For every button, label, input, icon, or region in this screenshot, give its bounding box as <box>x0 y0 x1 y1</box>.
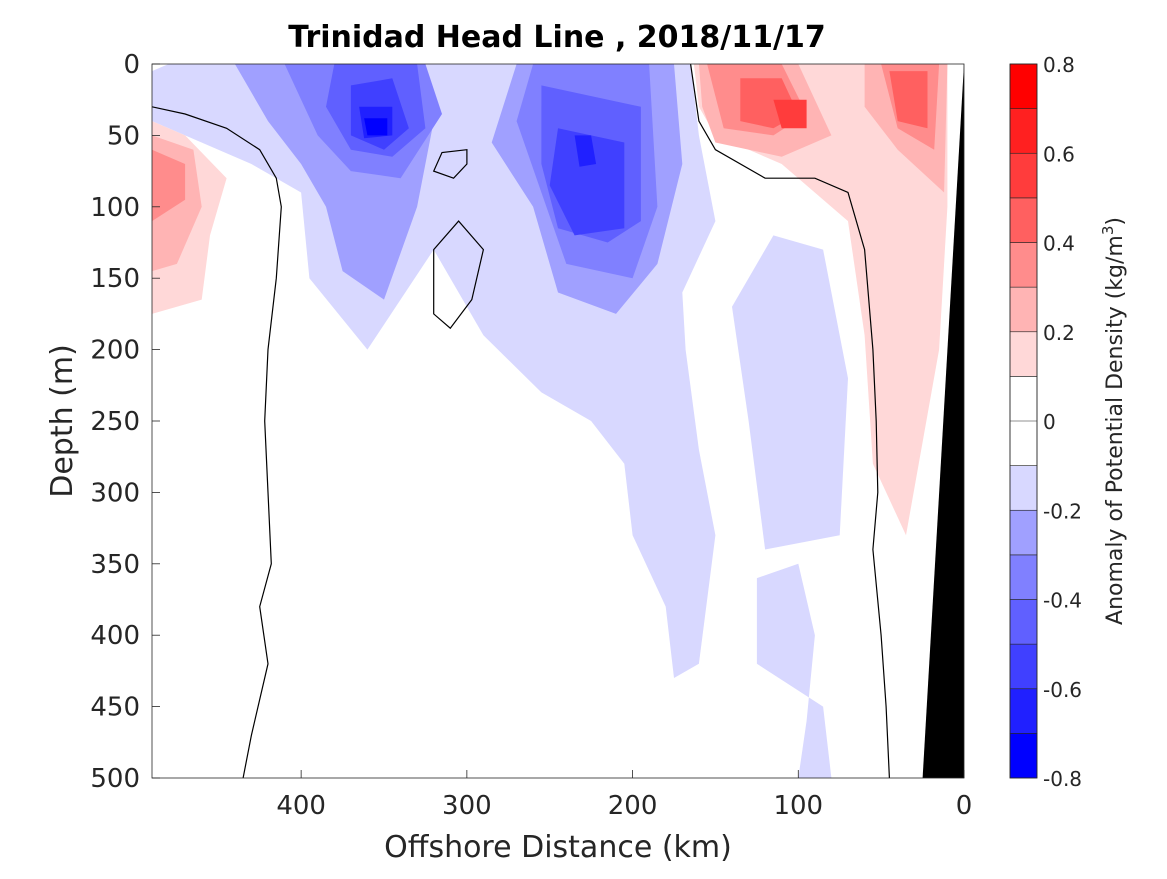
bathymetry-seafloor <box>922 64 964 778</box>
colorbar-band-10 <box>1009 242 1038 288</box>
colorbar-band-5 <box>1009 509 1038 556</box>
x-tick-label-400: 400 <box>276 791 326 821</box>
x-tick-label-100: 100 <box>773 791 823 821</box>
contour-zero-contour-ring-b <box>433 220 485 330</box>
x-axis: 400 300 200 100 0 <box>276 770 972 821</box>
y-tick-label-200: 200 <box>90 336 140 366</box>
zero-contour-lines <box>152 64 890 778</box>
colorbar-tick-label-0: 0.8 <box>1043 53 1075 77</box>
contour-fills <box>152 64 948 778</box>
colorbar-label: Anomaly of Potential Density (kg/m3) <box>1099 217 1128 625</box>
colorbar-band-4 <box>1009 554 1038 600</box>
y-axis-label: Depth (m) <box>45 344 80 498</box>
y-axis: 0 50 100 150 200 250 300 350 400 450 500 <box>90 50 160 794</box>
colorbar-band-1 <box>1009 688 1038 734</box>
y-tick-label-250: 250 <box>90 407 140 437</box>
y-tick-label-350: 350 <box>90 550 140 580</box>
colorbar-band-6 <box>1009 465 1038 511</box>
y-tick-label-0: 0 <box>123 50 140 80</box>
bathymetry <box>922 64 964 778</box>
colorbar-band-14 <box>1009 63 1038 109</box>
contour-pos-03-west <box>152 149 186 222</box>
colorbar-tick-label-3: 0.2 <box>1043 321 1075 345</box>
contour-zero-contour-west <box>152 106 282 778</box>
contour-pos-01-east <box>693 64 948 536</box>
colorbar-band-2 <box>1009 643 1038 690</box>
colorbar-tick-label-7: -0.6 <box>1043 678 1082 702</box>
y-tick-label-500: 500 <box>90 764 140 794</box>
contour-neg-07-west <box>364 118 388 136</box>
colorbar-tick-label-6: -0.4 <box>1043 589 1082 613</box>
x-tick-label-200: 200 <box>608 791 658 821</box>
colorbar-bands <box>1009 63 1038 779</box>
contour-neg-05-east <box>549 128 625 236</box>
contour-zero-contour-east <box>690 64 890 778</box>
contour-neg-01-strip <box>732 235 848 550</box>
y-tick-label-400: 400 <box>90 621 140 651</box>
contour-pos-05-east <box>773 99 807 129</box>
y-tick-label-300: 300 <box>90 478 140 508</box>
colorbar-band-9 <box>1009 286 1038 333</box>
colorbar-band-11 <box>1009 197 1038 243</box>
colorbar-tick-label-8: -0.8 <box>1043 767 1082 791</box>
colorbar-tick-label-1: 0.6 <box>1043 142 1075 166</box>
contour-pos-04-east-b <box>889 71 928 129</box>
y-tick-label-50: 50 <box>107 121 140 151</box>
y-tick-label-450: 450 <box>90 693 140 723</box>
chart-title: Trinidad Head Line , 2018/11/17 <box>288 20 825 55</box>
colorbar-label-sup: 3 <box>1099 226 1117 236</box>
contour-neg-06-east <box>574 135 597 167</box>
x-tick-label-0: 0 <box>956 791 973 821</box>
plot-area <box>151 63 965 779</box>
colorbar-tick-label-2: 0.4 <box>1043 232 1075 256</box>
colorbar-frame <box>1009 63 1038 779</box>
contour-neg-01-strip-lower <box>756 563 832 778</box>
y-tick-label-100: 100 <box>90 193 140 223</box>
x-axis-label: Offshore Distance (km) <box>384 830 732 865</box>
colorbar-band-13 <box>1009 108 1038 154</box>
colorbar-band-12 <box>1009 152 1038 199</box>
colorbar-band-8 <box>1009 331 1038 377</box>
colorbar-band-3 <box>1009 599 1038 645</box>
x-tick-label-300: 300 <box>442 791 492 821</box>
y-tick-label-150: 150 <box>90 264 140 294</box>
colorbar-tick-label-5: -0.2 <box>1043 499 1082 523</box>
contour-zero-contour-ring-a <box>432 149 468 179</box>
colorbar: 0.8 0.6 0.4 0.2 0 -0.2 -0.4 -0.6 -0.8 Anomaly of… <box>1009 53 1128 791</box>
colorbar-ticks: 0.8 0.6 0.4 0.2 0 -0.2 -0.4 -0.6 -0.8 <box>1043 53 1082 791</box>
colorbar-label-main: Anomaly of Potential Density (kg/m <box>1103 235 1128 625</box>
colorbar-label-end: ) <box>1103 217 1128 226</box>
colorbar-band-0 <box>1009 733 1038 779</box>
colorbar-tick-label-4: 0 <box>1043 410 1056 434</box>
